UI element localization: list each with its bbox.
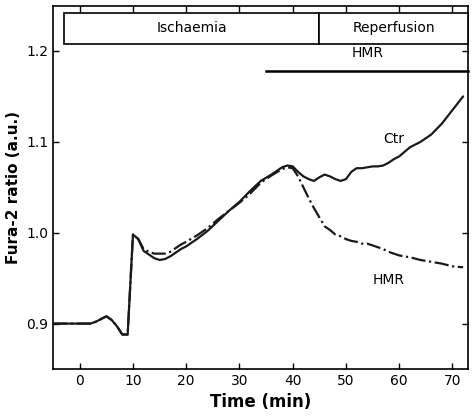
X-axis label: Time (min): Time (min) bbox=[210, 394, 311, 412]
Text: Reperfusion: Reperfusion bbox=[353, 21, 435, 35]
Y-axis label: Fura-2 ratio (a.u.): Fura-2 ratio (a.u.) bbox=[6, 111, 20, 264]
Text: HMR: HMR bbox=[373, 273, 405, 287]
Bar bbox=[64, 13, 319, 44]
Text: Ctr: Ctr bbox=[383, 133, 404, 146]
Text: HMR: HMR bbox=[351, 46, 383, 60]
Bar bbox=[319, 13, 468, 44]
Text: Ischaemia: Ischaemia bbox=[156, 21, 227, 35]
